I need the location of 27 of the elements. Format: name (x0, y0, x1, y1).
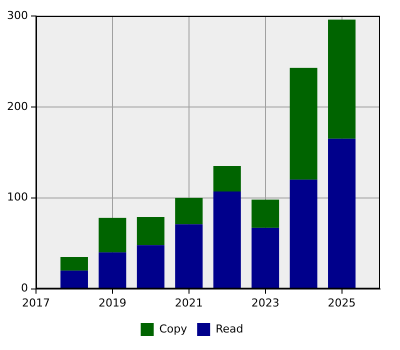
y-tick-label: 100 (6, 190, 28, 204)
bar (252, 200, 280, 228)
x-tick-label: 2017 (22, 296, 50, 310)
bar (98, 252, 126, 288)
bar (136, 245, 164, 288)
x-tick-label: 2023 (251, 296, 280, 310)
y-tick-label: 300 (6, 8, 28, 22)
bar (290, 68, 318, 180)
legend-label: Copy (159, 322, 188, 336)
bar (213, 192, 241, 288)
x-tick-label: 2025 (328, 296, 356, 310)
bar (213, 166, 241, 192)
bar (60, 270, 88, 288)
bar (252, 228, 280, 288)
bar (136, 216, 164, 246)
bar (328, 20, 356, 139)
bar (98, 218, 126, 252)
bar (175, 198, 203, 224)
bar (290, 180, 318, 288)
x-tick-label: 2021 (174, 296, 203, 310)
bar (60, 256, 88, 271)
bar (328, 138, 356, 288)
x-tick-label: 2019 (98, 296, 126, 310)
legend-label: Read (216, 322, 244, 336)
y-tick-label: 200 (6, 100, 28, 113)
y-tick-label: 0 (20, 282, 28, 295)
bar (175, 224, 203, 288)
